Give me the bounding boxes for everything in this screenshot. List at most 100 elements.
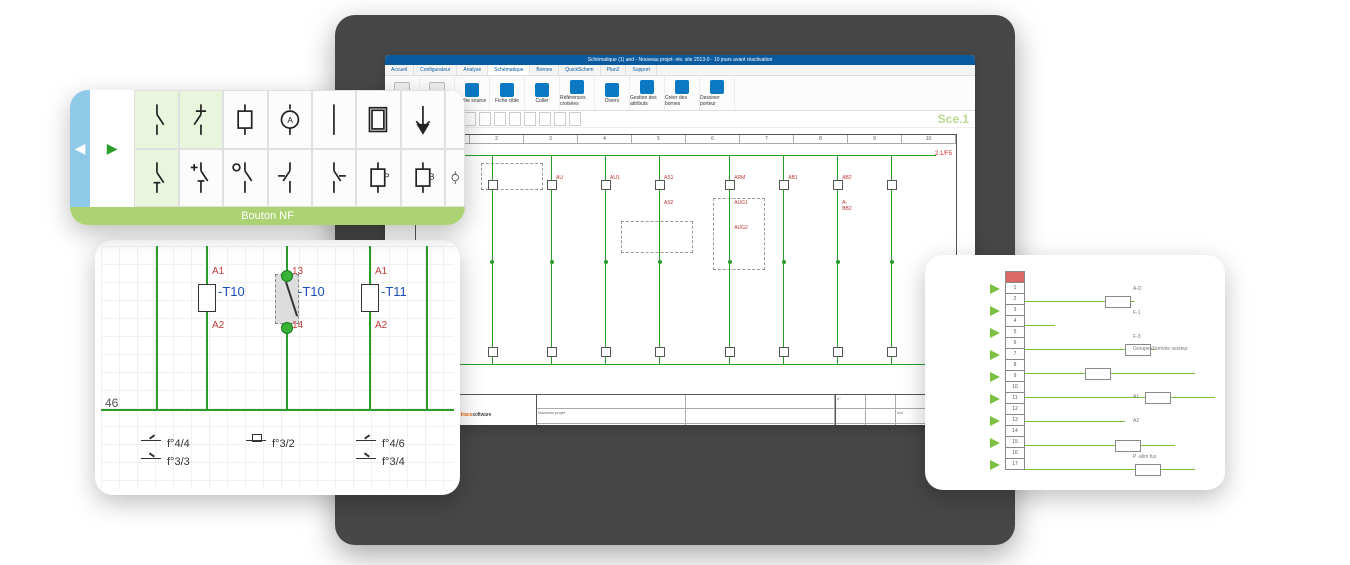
palette-prev-button[interactable]: ◀ bbox=[70, 90, 90, 207]
drawing-sheet: 12345678910 n-1/F5 2.1/F5 n-1/F5 2.1/F5 … bbox=[415, 134, 957, 425]
drawing-canvas[interactable]: 12345678910 n-1/F5 2.1/F5 n-1/F5 2.1/F5 … bbox=[385, 128, 975, 425]
palette-symbol[interactable]: B bbox=[401, 149, 445, 208]
vertical-wire: AS1AS2 bbox=[659, 155, 660, 365]
no-contact-icon bbox=[140, 97, 174, 142]
pin-label: A1 bbox=[375, 266, 387, 277]
svg-text:B: B bbox=[429, 171, 435, 181]
component-tag: A-BB2 bbox=[842, 200, 851, 212]
component-ref: -T10 bbox=[298, 284, 325, 299]
ribbon-tab[interactable]: Bornes bbox=[530, 65, 559, 75]
window-titlebar: Schématique (1) and - Nouveau projet- ré… bbox=[385, 55, 975, 65]
dashed-group bbox=[713, 198, 765, 270]
pin-label: A2 bbox=[375, 320, 387, 331]
coil-icon[interactable] bbox=[198, 284, 216, 312]
palette-symbol[interactable] bbox=[179, 149, 223, 208]
push-no-icon bbox=[228, 155, 262, 200]
terminal[interactable]: 17 bbox=[1005, 458, 1025, 470]
ribbon-button[interactable]: Références croisées bbox=[560, 76, 595, 110]
component-tag: ARM bbox=[734, 175, 745, 181]
ribbon-tab[interactable]: QuickSchem bbox=[559, 65, 600, 75]
vertical-wire: AU1 bbox=[605, 155, 606, 365]
ribbon-button[interactable]: Gestion des attributs bbox=[630, 76, 665, 110]
palette-symbol[interactable] bbox=[223, 149, 267, 208]
ribbon-tab[interactable]: Plan2 bbox=[601, 65, 627, 75]
wire bbox=[1025, 445, 1175, 446]
mini-symbol[interactable] bbox=[464, 112, 476, 126]
wire-label: P -alim fus bbox=[1133, 454, 1157, 460]
vertical-wire: AB1 bbox=[783, 155, 784, 365]
column-header: 8 bbox=[794, 135, 848, 143]
palette-footer-label: Bouton NF bbox=[70, 207, 465, 225]
column-header: 7 bbox=[740, 135, 794, 143]
no-contact-alt-icon bbox=[184, 97, 218, 142]
palette-symbol[interactable] bbox=[223, 90, 267, 149]
palette-symbol[interactable] bbox=[445, 149, 465, 208]
dashed-group bbox=[621, 221, 693, 253]
inline-component bbox=[1115, 440, 1141, 452]
ribbon-tab[interactable]: Analyse bbox=[457, 65, 488, 75]
palette-symbol[interactable]: P bbox=[356, 149, 400, 208]
palette-symbol[interactable] bbox=[401, 90, 445, 149]
inline-component bbox=[1105, 296, 1131, 308]
rect-icon bbox=[228, 97, 262, 142]
coil-icon[interactable] bbox=[361, 284, 379, 312]
wire-label: F-3 bbox=[1133, 334, 1141, 340]
switch-right-icon bbox=[317, 155, 351, 200]
column-header: 2 bbox=[470, 135, 524, 143]
component-tag: AU bbox=[556, 175, 563, 181]
component-tag: AS2 bbox=[664, 200, 673, 206]
mini-symbol[interactable] bbox=[554, 112, 566, 126]
vbar-icon bbox=[317, 97, 351, 142]
ribbon-button[interactable]: Coller bbox=[525, 76, 560, 110]
ribbon-button[interactable]: Fiche cible bbox=[490, 76, 525, 110]
ribbon-tab[interactable]: Support bbox=[626, 65, 657, 75]
wire-label: A-D bbox=[1133, 286, 1142, 292]
relay-icon: B bbox=[406, 155, 440, 200]
push-nc-icon bbox=[184, 155, 218, 200]
component-tag: AU1 bbox=[610, 175, 620, 181]
xref-entry: f°3/4 bbox=[356, 456, 405, 468]
mini-symbol[interactable] bbox=[569, 112, 581, 126]
palette-symbol[interactable]: A bbox=[268, 90, 312, 149]
palette-symbol[interactable] bbox=[356, 90, 400, 149]
ribbon-button[interactable]: Créer des bornes bbox=[665, 76, 700, 110]
ribbon-button[interactable]: Dessiner porteur bbox=[700, 76, 735, 110]
ribbon-tab[interactable]: Configurateur bbox=[414, 65, 457, 75]
palette-symbol[interactable] bbox=[312, 149, 356, 208]
mini-symbol[interactable] bbox=[509, 112, 521, 126]
mini-symbol[interactable] bbox=[539, 112, 551, 126]
ribbon-tabs: AccueilConfigurateurAnalyseSchématiqueBo… bbox=[385, 65, 975, 76]
meter-icon: A bbox=[273, 97, 307, 142]
palette-symbol[interactable] bbox=[179, 90, 223, 149]
wire-label: A1 bbox=[1133, 394, 1139, 400]
wire-label: F-1 bbox=[1133, 310, 1141, 316]
palette-symbol[interactable] bbox=[312, 90, 356, 149]
symbol-palette: ◀ A ▶ P B Bouton NF bbox=[70, 90, 465, 225]
mini-symbol[interactable] bbox=[524, 112, 536, 126]
schematic-detail: 46 A1A2-T101314-T10A1A2-T11f°4/4f°3/3f°3… bbox=[95, 240, 460, 495]
palette-symbol[interactable] bbox=[134, 90, 178, 149]
title-block: tracesoftware Nouveau projet 3/4 n°1/115… bbox=[416, 394, 956, 425]
palette-symbol[interactable] bbox=[445, 90, 465, 149]
app-window: Schématique (1) and - Nouveau projet- ré… bbox=[385, 55, 975, 425]
component-tag: AB1 bbox=[788, 175, 797, 181]
mini-symbol[interactable] bbox=[494, 112, 506, 126]
ribbon-tab[interactable]: Schématique bbox=[488, 65, 530, 75]
column-header: 6 bbox=[686, 135, 740, 143]
column-header: 9 bbox=[848, 135, 902, 143]
vertical-wire: AB2A-BB2 bbox=[837, 155, 838, 365]
mini-symbol[interactable] bbox=[479, 112, 491, 126]
ribbon-button[interactable]: Divers bbox=[595, 76, 630, 110]
palette-symbol[interactable] bbox=[134, 149, 178, 208]
ribbon-tab[interactable]: Accueil bbox=[385, 65, 414, 75]
vertical-wire bbox=[206, 246, 208, 409]
pin-label: A2 bbox=[212, 320, 224, 331]
row-label: 46 bbox=[105, 396, 118, 410]
inline-component bbox=[1085, 368, 1111, 380]
svg-text:P: P bbox=[384, 171, 390, 181]
xref-entry: f°3/3 bbox=[141, 456, 190, 468]
palette-next-button[interactable]: ▶ bbox=[90, 90, 134, 207]
palette-symbol[interactable] bbox=[268, 149, 312, 208]
arrow-down-icon bbox=[406, 97, 440, 142]
relay-icon: P bbox=[361, 155, 395, 200]
